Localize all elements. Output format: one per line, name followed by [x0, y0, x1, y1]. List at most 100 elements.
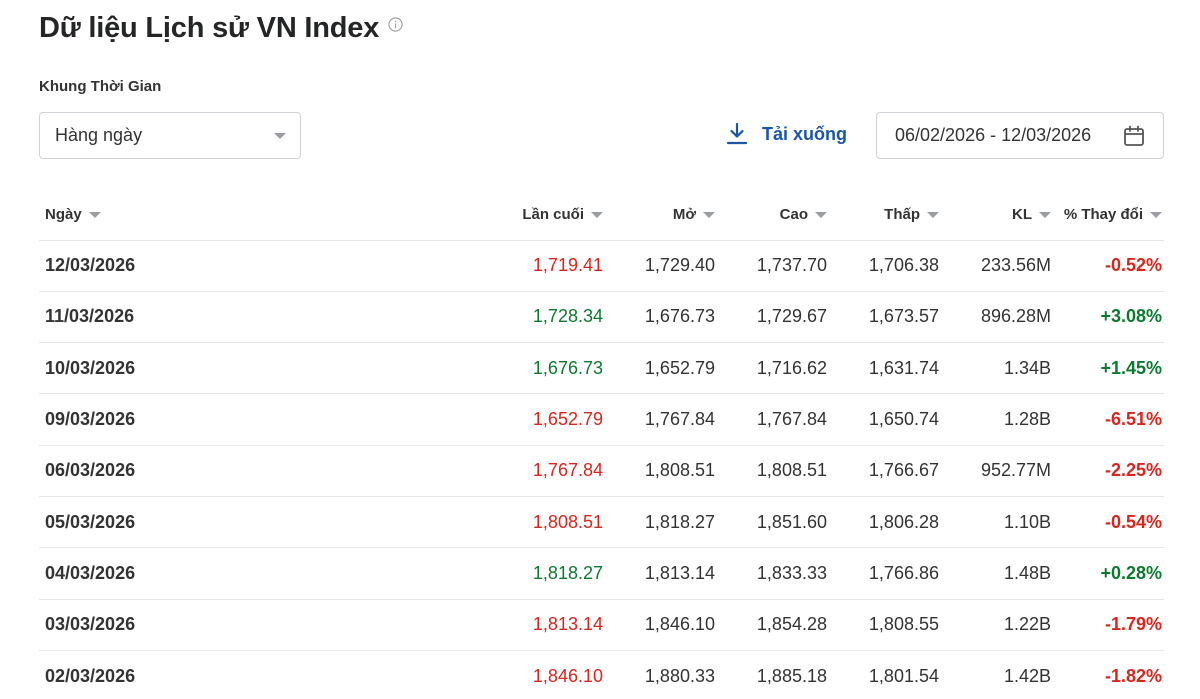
- cell-high: 1,716.62: [719, 342, 831, 395]
- cell-volume: 1.22B: [943, 599, 1055, 651]
- cell-low: 1,806.28: [831, 496, 943, 549]
- cell-change: -0.54%: [1055, 496, 1164, 549]
- sort-icon: [88, 212, 101, 219]
- table-row: 05/03/2026 1,808.51 1,818.27 1,851.60 1,806.…: [39, 496, 1164, 549]
- cell-change: +3.08%: [1055, 291, 1164, 344]
- col-header-change[interactable]: % Thay đổi: [1055, 190, 1164, 241]
- table-row: 11/03/2026 1,728.34 1,676.73 1,729.67 1,673.…: [39, 291, 1164, 344]
- cell-high: 1,729.67: [719, 291, 831, 344]
- cell-date: 05/03/2026: [39, 496, 495, 549]
- cell-high: 1,854.28: [719, 599, 831, 651]
- cell-open: 1,846.10: [607, 599, 719, 651]
- date-range-picker[interactable]: 06/02/2026 - 12/03/2026: [876, 112, 1164, 159]
- cell-last: 1,846.10: [495, 650, 607, 699]
- cell-low: 1,766.67: [831, 445, 943, 497]
- cell-volume: 1.48B: [943, 547, 1055, 600]
- cell-change: -1.82%: [1055, 650, 1164, 699]
- period-label: Khung Thời Gian: [39, 78, 162, 95]
- sort-icon: [927, 212, 939, 219]
- cell-low: 1,631.74: [831, 342, 943, 395]
- cell-date: 04/03/2026: [39, 547, 495, 600]
- cell-last: 1,728.34: [495, 291, 607, 344]
- cell-date: 12/03/2026: [39, 240, 495, 292]
- cell-low: 1,801.54: [831, 650, 943, 699]
- col-header-low[interactable]: Thấp: [831, 190, 943, 241]
- cell-low: 1,706.38: [831, 240, 943, 292]
- cell-volume: 1.34B: [943, 342, 1055, 395]
- table-row: 03/03/2026 1,813.14 1,846.10 1,854.28 1,808.…: [39, 599, 1164, 651]
- cell-date: 06/03/2026: [39, 445, 495, 497]
- cell-open: 1,880.33: [607, 650, 719, 699]
- cell-last: 1,652.79: [495, 393, 607, 446]
- cell-high: 1,885.18: [719, 650, 831, 699]
- cell-open: 1,729.40: [607, 240, 719, 292]
- table-row: 12/03/2026 1,719.41 1,729.40 1,737.70 1,706.…: [39, 240, 1164, 292]
- cell-high: 1,851.60: [719, 496, 831, 549]
- cell-volume: 1.10B: [943, 496, 1055, 549]
- cell-open: 1,818.27: [607, 496, 719, 549]
- page-header: Dữ liệu Lịch sử VN Index: [39, 10, 403, 46]
- cell-date: 02/03/2026: [39, 650, 495, 699]
- sort-icon: [703, 212, 715, 219]
- cell-change: -1.79%: [1055, 599, 1164, 651]
- cell-date: 10/03/2026: [39, 342, 495, 395]
- download-label: Tải xuống: [762, 123, 847, 144]
- sort-icon: [1039, 212, 1051, 219]
- cell-open: 1,652.79: [607, 342, 719, 395]
- cell-volume: 1.28B: [943, 393, 1055, 446]
- cell-change: -6.51%: [1055, 393, 1164, 446]
- sort-icon: [1150, 212, 1162, 219]
- cell-change: -0.52%: [1055, 240, 1164, 292]
- table-row: 10/03/2026 1,676.73 1,652.79 1,716.62 1,631.…: [39, 342, 1164, 395]
- cell-open: 1,767.84: [607, 393, 719, 446]
- col-header-date[interactable]: Ngày: [39, 190, 495, 241]
- cell-last: 1,719.41: [495, 240, 607, 292]
- cell-high: 1,737.70: [719, 240, 831, 292]
- cell-change: -2.25%: [1055, 445, 1164, 497]
- cell-low: 1,650.74: [831, 393, 943, 446]
- table-row: 06/03/2026 1,767.84 1,808.51 1,808.51 1,766.…: [39, 445, 1164, 497]
- table-header-row: Ngày Lần cuối Mở Cao Thấp KL % Thay đổi: [39, 190, 1164, 241]
- cell-open: 1,813.14: [607, 547, 719, 600]
- cell-change: +1.45%: [1055, 342, 1164, 395]
- page-title: Dữ liệu Lịch sử VN Index: [39, 11, 380, 44]
- cell-high: 1,833.33: [719, 547, 831, 600]
- cell-volume: 1.42B: [943, 650, 1055, 699]
- cell-last: 1,767.84: [495, 445, 607, 497]
- sort-icon: [591, 212, 603, 219]
- history-table: Ngày Lần cuối Mở Cao Thấp KL % Thay đổi …: [39, 190, 1164, 699]
- cell-high: 1,767.84: [719, 393, 831, 446]
- cell-volume: 896.28M: [943, 291, 1055, 344]
- table-row: 09/03/2026 1,652.79 1,767.84 1,767.84 1,650.…: [39, 393, 1164, 446]
- cell-open: 1,808.51: [607, 445, 719, 497]
- cell-change: +0.28%: [1055, 547, 1164, 600]
- info-icon[interactable]: [388, 16, 403, 32]
- download-icon: [726, 122, 748, 145]
- cell-low: 1,673.57: [831, 291, 943, 344]
- col-header-open[interactable]: Mở: [607, 190, 719, 241]
- cell-last: 1,676.73: [495, 342, 607, 395]
- cell-last: 1,818.27: [495, 547, 607, 600]
- cell-date: 09/03/2026: [39, 393, 495, 446]
- cell-last: 1,808.51: [495, 496, 607, 549]
- cell-volume: 233.56M: [943, 240, 1055, 292]
- col-header-volume[interactable]: KL: [943, 190, 1055, 241]
- period-select-value: Hàng ngày: [55, 125, 143, 145]
- date-range-value: 06/02/2026 - 12/03/2026: [895, 125, 1092, 145]
- cell-open: 1,676.73: [607, 291, 719, 344]
- table-row: 02/03/2026 1,846.10 1,880.33 1,885.18 1,801.…: [39, 650, 1164, 699]
- col-header-last[interactable]: Lần cuối: [495, 190, 607, 241]
- cell-date: 03/03/2026: [39, 599, 495, 651]
- cell-high: 1,808.51: [719, 445, 831, 497]
- cell-low: 1,808.55: [831, 599, 943, 651]
- col-header-high[interactable]: Cao: [719, 190, 831, 241]
- calendar-icon: [1124, 125, 1144, 146]
- chevron-down-icon: [274, 133, 286, 139]
- cell-date: 11/03/2026: [39, 291, 495, 344]
- period-select[interactable]: Hàng ngày: [39, 112, 301, 159]
- table-row: 04/03/2026 1,818.27 1,813.14 1,833.33 1,766.…: [39, 547, 1164, 600]
- sort-icon: [815, 212, 827, 219]
- cell-last: 1,813.14: [495, 599, 607, 651]
- download-button[interactable]: Tải xuống: [726, 122, 847, 146]
- cell-volume: 952.77M: [943, 445, 1055, 497]
